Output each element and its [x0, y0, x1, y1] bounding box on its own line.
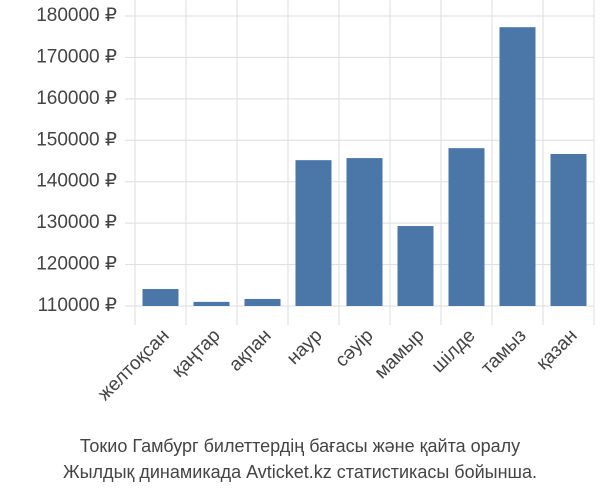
- bar: [550, 153, 587, 306]
- x-tick-label: ақпан: [225, 325, 275, 375]
- bar: [295, 160, 332, 306]
- y-tick-label: 110000 ₽: [38, 295, 117, 316]
- bar: [448, 148, 485, 306]
- y-tick-label: 180000 ₽: [36, 5, 117, 26]
- y-tick-label: 170000 ₽: [36, 46, 117, 67]
- chart-subtitle: Жылдық динамикада Avticket.kz статистика…: [63, 462, 537, 482]
- x-tick-label: шілде: [428, 325, 480, 377]
- y-tick-label: 130000 ₽: [36, 212, 117, 233]
- y-tick-label: 120000 ₽: [36, 254, 117, 275]
- chart-title: Токио Гамбург билеттердің бағасы және қа…: [80, 436, 520, 456]
- bar: [397, 226, 434, 306]
- y-tick-label: 140000 ₽: [36, 171, 117, 192]
- x-tick-label: қаңтар: [168, 325, 225, 382]
- y-tick-label: 150000 ₽: [36, 129, 117, 150]
- bar: [346, 158, 383, 306]
- y-tick-label: 160000 ₽: [36, 88, 117, 109]
- x-tick-label: сәуір: [331, 325, 377, 371]
- x-tick-label: тамыз: [477, 325, 530, 378]
- bar: [499, 27, 536, 306]
- bar: [142, 289, 179, 306]
- bar: [193, 301, 230, 306]
- x-tick-label: желтоқсан: [94, 325, 174, 405]
- x-tick-label: қазан: [532, 325, 581, 374]
- bar: [244, 298, 281, 306]
- x-tick-label: мамыр: [371, 325, 429, 383]
- x-tick-label: наур: [283, 325, 327, 369]
